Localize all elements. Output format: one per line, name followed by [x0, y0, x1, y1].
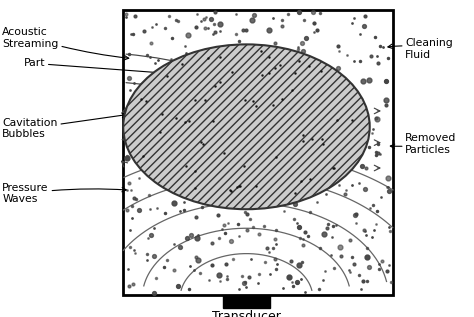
Bar: [123, 10, 393, 295]
Text: Acoustic
Streaming: Acoustic Streaming: [2, 27, 129, 60]
Circle shape: [123, 44, 370, 209]
Text: Removed
Particles: Removed Particles: [390, 133, 456, 155]
Text: Transducer: Transducer: [212, 310, 281, 317]
Text: Cavitation
Bubbles: Cavitation Bubbles: [2, 113, 127, 139]
Text: Cleaning
Fluid: Cleaning Fluid: [388, 38, 453, 60]
Bar: [223, 296, 270, 308]
Text: Pressure
Waves: Pressure Waves: [2, 183, 127, 204]
Text: Part: Part: [24, 58, 163, 75]
